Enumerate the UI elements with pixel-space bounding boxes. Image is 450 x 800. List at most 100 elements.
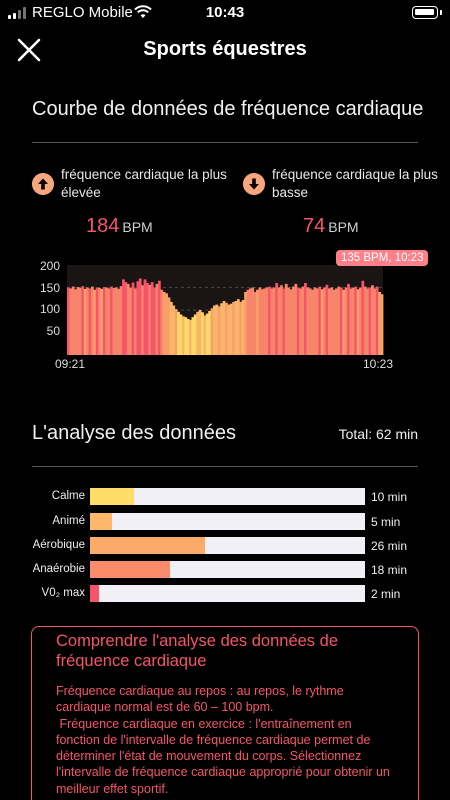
heart-rate-bar [88,288,92,355]
heart-rate-bar [138,278,142,355]
chart-plot [67,265,384,355]
zone-name: V0₂ max [41,587,85,599]
heart-rate-bar [220,303,224,355]
analysis-section-title: L'analyse des données [32,422,236,444]
carrier-name: REGLO Mobile [32,4,133,21]
zone-bar [90,585,365,602]
heart-rate-bar [342,289,346,355]
min-heart-rate-value: 74 BPM [303,215,359,237]
heart-rate-bar [359,287,362,355]
heart-rate-bar [378,292,382,355]
zone-bar-fill [90,585,99,602]
heart-rate-bar [172,305,176,355]
heart-rate-bar [81,286,85,355]
heart-rate-bar [323,287,326,355]
heart-rate-bar [313,287,317,355]
heart-rate-bar [265,287,269,355]
cellular-signal-icon [8,7,28,19]
heart-rate-bar [165,293,168,355]
heart-rate-bar [155,283,159,355]
heart-rate-bar [268,286,271,355]
info-card: Comprendre l'analyse des données de fréq… [31,626,419,800]
heart-rate-bar [330,287,334,355]
heart-rate-bar [232,301,235,355]
heart-rate-chart[interactable]: 200 150 100 50 09:21 10:23 135 BPM, 10:2… [30,250,430,375]
heart-rate-bar [294,283,298,355]
status-time: 10:43 [205,4,245,21]
close-icon[interactable] [16,37,42,63]
heart-rate-bar [296,287,300,355]
heart-rate-bar [337,286,341,355]
heart-rate-bar [205,313,209,355]
zone-name: Anaérobie [32,563,85,575]
heart-rate-bar [119,286,123,355]
heart-rate-bar [69,288,73,355]
heart-rate-bar [311,289,314,355]
heart-rate-bar [272,287,276,355]
zone-bar [90,488,365,505]
heart-rate-bar [251,287,255,355]
max-heart-rate-label: fréquence cardiaque la plus élevée [61,167,227,200]
heart-rate-bar [239,301,243,355]
heart-rate-bar [179,314,183,355]
heart-rate-bar [177,311,180,355]
heart-rate-bar [213,305,216,355]
heart-rate-bar [356,289,360,355]
heart-rate-bar [234,301,238,355]
heart-rate-bar [95,287,99,355]
heart-rate-bar [277,287,281,355]
heart-rate-bar [327,288,331,355]
heart-rate-bar [86,287,89,355]
heart-rate-bar [351,287,355,355]
x-tick-end: 10:23 [363,357,394,371]
heart-rate-bar [76,287,80,355]
heart-rate-bar [368,287,372,355]
heart-rate-bar [150,282,154,355]
heart-rate-bar [83,288,87,355]
heart-rate-bar [325,284,329,355]
heart-rate-bar [141,285,145,355]
y-tick-label: 150 [39,281,60,295]
heart-rate-bar [117,288,121,355]
zone-time: 18 min [371,563,408,577]
heart-rate-bar [174,309,178,355]
heart-rate-bar [153,287,156,355]
zone-bar-fill [90,537,206,554]
heart-rate-bar [129,287,133,355]
heart-rate-bar [184,317,188,355]
zone-row: Calme 10 min [0,488,450,506]
heart-rate-bar [373,288,377,355]
heart-rate-bar [191,317,195,355]
heart-rate-bar [222,301,226,355]
heart-rate-bar [136,281,140,355]
chart-tooltip: 135 BPM, 10:23 [336,250,429,266]
curve-section-title: Courbe de données de fréquence cardiaque [32,98,424,120]
zone-bar-fill [90,561,170,578]
min-heart-rate-label: fréquence cardiaque la plus basse [272,167,438,200]
analysis-total: Total: 62 min [338,426,418,442]
heart-rate-bar [196,311,200,355]
heart-rate-bar [299,288,303,355]
zone-time: 26 min [371,539,408,553]
heart-rate-bar [366,288,370,355]
heart-rate-bar [105,287,109,355]
heart-rate-bar [260,289,264,355]
info-title: Comprendre l'analyse des données de fréq… [56,632,338,670]
heart-rate-bar [229,303,233,355]
heart-rate-bar [189,319,192,355]
zone-time: 5 min [371,515,401,529]
heart-rate-bar [280,285,283,355]
heart-rate-bar [208,310,212,355]
heart-rate-bar [162,292,166,355]
heart-rate-bar [236,299,240,355]
heart-rate-bar [344,287,348,355]
zone-row: V0₂ max 2 min [0,585,450,603]
heart-rate-bar [148,284,152,355]
heart-rate-bar [335,288,338,355]
status-bar: REGLO Mobile 10:43 [0,0,450,26]
heart-rate-bar [256,289,259,355]
heart-rate-bar [246,289,250,355]
zone-bar-fill [90,488,135,505]
heart-rate-bar [201,312,204,355]
heart-rate-bar [114,287,118,355]
